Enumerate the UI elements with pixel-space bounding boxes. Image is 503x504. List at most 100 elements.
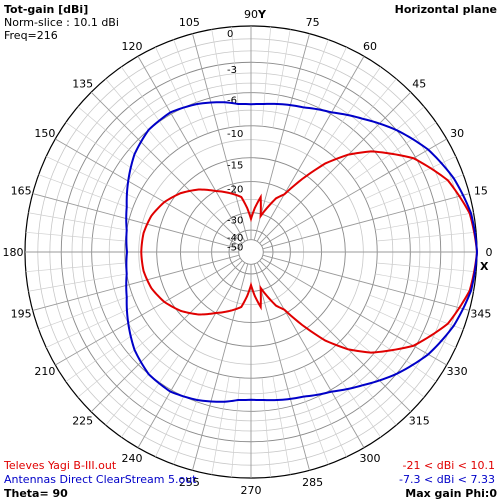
grid-spoke bbox=[55, 257, 241, 366]
grid-spoke bbox=[65, 122, 148, 180]
grid-spoke bbox=[293, 39, 329, 134]
legend-series-1-name: Televes Yagi B-III.out bbox=[4, 459, 117, 472]
grid-spoke bbox=[55, 138, 241, 247]
norm-slice-text: Norm-slice : 10.1 dBi bbox=[4, 16, 119, 29]
grid-spoke bbox=[46, 156, 137, 199]
grid-spoke bbox=[25, 262, 126, 273]
grid-spoke bbox=[46, 305, 137, 348]
grid-spoke bbox=[259, 260, 412, 413]
angle-tick-label: 120 bbox=[122, 40, 143, 53]
grid-spoke bbox=[173, 39, 209, 134]
grid-spoke bbox=[32, 193, 240, 250]
grid-spoke bbox=[304, 47, 347, 138]
grid-spoke bbox=[261, 377, 272, 478]
grid-spoke bbox=[211, 376, 230, 475]
angle-tick-label: 45 bbox=[412, 78, 426, 91]
grid-spoke bbox=[272, 29, 291, 128]
grid-spoke bbox=[375, 273, 474, 292]
grid-spoke bbox=[28, 212, 127, 231]
chart-title: Tot-gain [dBi] bbox=[4, 3, 89, 16]
grid-spoke bbox=[256, 56, 365, 242]
grid-spoke bbox=[90, 91, 243, 244]
grid-spoke bbox=[211, 29, 230, 128]
grid-spoke bbox=[347, 332, 425, 398]
theta-label: Theta= 90 bbox=[4, 487, 68, 500]
grid-spoke bbox=[192, 263, 249, 471]
grid-spoke bbox=[253, 33, 310, 241]
grid-spoke bbox=[155, 366, 198, 457]
grid-spoke bbox=[331, 78, 397, 156]
grid-spoke bbox=[376, 231, 477, 242]
angle-tick-label: 0 bbox=[486, 246, 493, 259]
radial-tick-label: 0 bbox=[227, 29, 233, 40]
grid-spoke bbox=[376, 262, 477, 273]
grid-spoke bbox=[262, 193, 470, 250]
grid-spoke bbox=[65, 324, 148, 382]
angle-tick-label: 330 bbox=[447, 365, 468, 378]
grid-spoke bbox=[369, 294, 464, 330]
legend-series-1-range: -21 < dBi < 10.1 bbox=[402, 459, 495, 472]
grid-spoke bbox=[354, 122, 437, 180]
grid-spoke bbox=[173, 370, 209, 465]
radial-tick-label: -40 bbox=[227, 233, 243, 244]
series-layer bbox=[125, 101, 479, 403]
angle-tick-label: 345 bbox=[470, 308, 491, 321]
radial-tick-label: -10 bbox=[227, 129, 243, 140]
frequency-text: Freq=216 bbox=[4, 29, 58, 42]
grid-spoke bbox=[262, 254, 470, 311]
angle-tick-label: 150 bbox=[34, 127, 55, 140]
grid-spoke bbox=[354, 324, 437, 382]
angle-tick-label: 30 bbox=[450, 127, 464, 140]
grid-spoke bbox=[192, 33, 249, 241]
y-axis-label: Y bbox=[257, 8, 267, 21]
grid-spoke bbox=[375, 212, 474, 231]
grid-spoke bbox=[105, 78, 171, 156]
x-axis-label: X bbox=[480, 260, 489, 273]
angle-tick-label: 195 bbox=[11, 308, 32, 321]
grid-spoke bbox=[230, 377, 241, 478]
angle-tick-label: 75 bbox=[306, 16, 320, 29]
max-gain-label: Max gain Phi:0 bbox=[405, 487, 497, 500]
legend-series-2-range: -7.3 < dBi < 7.33 bbox=[399, 473, 495, 486]
grid-spoke bbox=[25, 231, 126, 242]
grid-spoke bbox=[261, 26, 272, 127]
angle-tick-label: 180 bbox=[3, 246, 24, 259]
legend-series-2-name: Antennas Direct ClearStream 5.out bbox=[4, 473, 197, 486]
grid-spoke bbox=[155, 47, 198, 138]
grid-spoke bbox=[256, 262, 365, 448]
grid-spoke bbox=[105, 348, 171, 426]
angle-tick-label: 165 bbox=[11, 184, 32, 197]
grid-spoke bbox=[323, 66, 381, 149]
grid-spoke bbox=[121, 355, 179, 438]
grid-spoke bbox=[272, 376, 291, 475]
radial-tick-label: -6 bbox=[227, 96, 237, 107]
grid-spoke bbox=[253, 263, 310, 471]
grid-spoke bbox=[77, 106, 155, 172]
angle-tick-label: 15 bbox=[474, 184, 488, 197]
angle-tick-label: 315 bbox=[409, 414, 430, 427]
grid-spoke bbox=[331, 348, 397, 426]
angle-tick-label: 210 bbox=[34, 365, 55, 378]
grid-spoke bbox=[121, 66, 179, 149]
grid-spoke bbox=[261, 257, 447, 366]
angle-tick-label: 300 bbox=[360, 452, 381, 465]
grid-spoke bbox=[32, 254, 240, 311]
angle-tick-label: 135 bbox=[72, 78, 93, 91]
radial-tick-label: -20 bbox=[227, 185, 243, 196]
angle-tick-label: 225 bbox=[72, 414, 93, 427]
polar-grid bbox=[24, 25, 478, 479]
grid-spoke bbox=[347, 106, 425, 172]
angle-tick-label: 285 bbox=[302, 476, 323, 489]
plane-label: Horizontal plane bbox=[394, 3, 497, 16]
angle-tick-label: 255 bbox=[179, 476, 200, 489]
radial-tick-label: -30 bbox=[227, 216, 243, 227]
grid-spoke bbox=[38, 294, 133, 330]
grid-spoke bbox=[293, 370, 329, 465]
grid-spoke bbox=[323, 355, 381, 438]
tick-labels: 0 15 30 45 60 75 90 105 120 135 150 165 180 195 210 225… bbox=[3, 8, 493, 497]
angle-tick-label: 60 bbox=[363, 40, 377, 53]
grid-spoke bbox=[259, 91, 412, 244]
radial-tick-label: -50 bbox=[227, 243, 243, 254]
grid-spoke bbox=[28, 273, 127, 292]
